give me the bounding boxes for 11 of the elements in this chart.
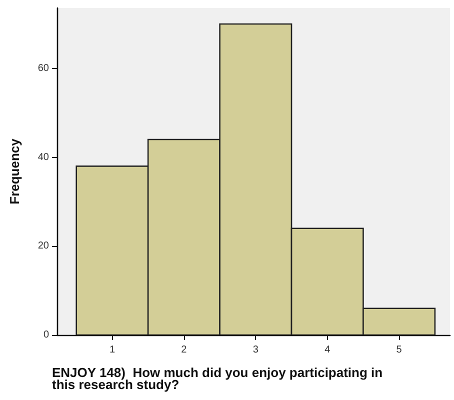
y-tick-label: 0 [43, 330, 50, 340]
x-tick-label: 4 [324, 344, 331, 356]
y-tick-label: 40 [38, 152, 50, 163]
y-tick-label: 20 [38, 240, 50, 252]
x-axis-title: ENJOY 148) How much did you enjoy participating in this research study? [52, 365, 386, 392]
x-tick-label: 1 [109, 344, 116, 356]
y-axis-title: Frequency [7, 138, 22, 204]
x-tick-label: 3 [252, 344, 259, 356]
x-tick-label: 2 [181, 344, 188, 356]
y-tick-label: 60 [38, 62, 50, 74]
x-tick-label: 5 [396, 344, 402, 356]
